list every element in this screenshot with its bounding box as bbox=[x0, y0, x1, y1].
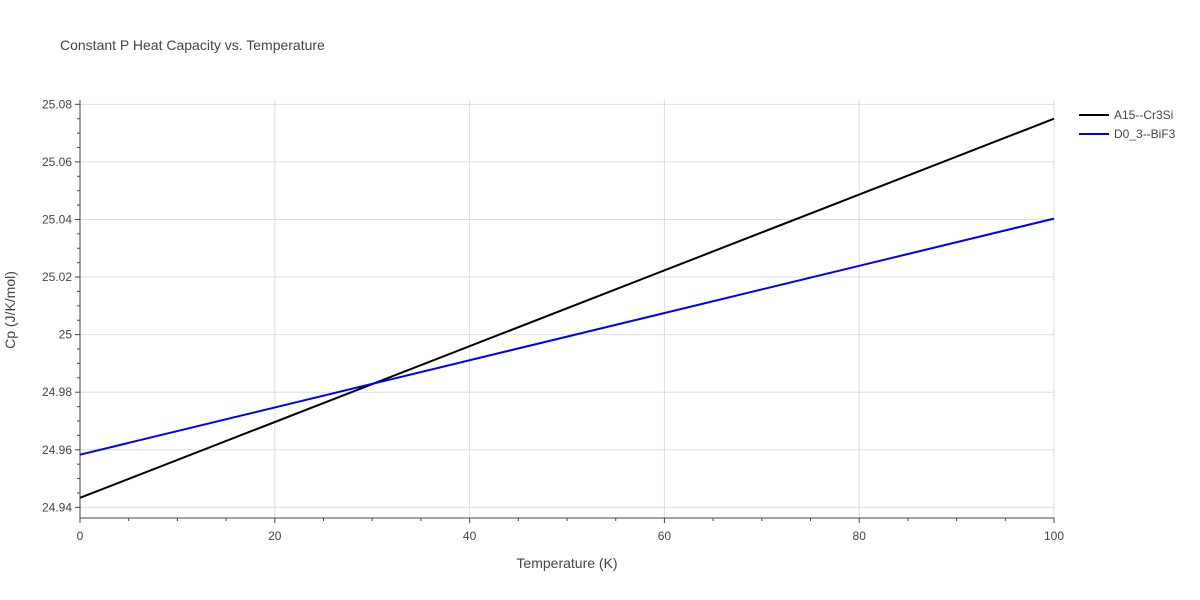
x-tick-label: 0 bbox=[77, 529, 84, 543]
series-lines bbox=[79, 117, 1055, 499]
y-tick-label: 24.94 bbox=[42, 500, 72, 514]
legend-label: D0_3--BiF3 bbox=[1114, 127, 1176, 141]
legend-item[interactable]: A15--Cr3Si bbox=[1079, 108, 1173, 122]
y-tick-label: 24.96 bbox=[42, 443, 72, 457]
y-tick-label: 25.06 bbox=[42, 155, 72, 169]
y-tick-label: 25.04 bbox=[42, 212, 72, 226]
series-line-1 bbox=[79, 117, 1055, 499]
x-tick-label: 80 bbox=[853, 529, 867, 543]
legend[interactable]: A15--Cr3Si D0_3--BiF3 bbox=[1079, 108, 1176, 141]
x-tick-label: 100 bbox=[1044, 529, 1064, 543]
y-tick-label: 24.98 bbox=[42, 385, 72, 399]
x-axis-label: Temperature (K) bbox=[516, 555, 617, 571]
y-axis-label: Cp (J/K/mol) bbox=[2, 271, 18, 349]
y-tick-label: 25.08 bbox=[42, 97, 72, 111]
y-tick-label: 25 bbox=[59, 328, 73, 342]
legend-item[interactable]: D0_3--BiF3 bbox=[1079, 127, 1176, 141]
chart-title: Constant P Heat Capacity vs. Temperature bbox=[60, 37, 325, 53]
y-tick-label: 25.02 bbox=[42, 270, 72, 284]
x-tick-label: 40 bbox=[463, 529, 477, 543]
axes bbox=[75, 100, 1055, 523]
x-tick-label: 60 bbox=[658, 529, 672, 543]
series-line-2 bbox=[79, 217, 1055, 456]
tick-labels: 0 20 40 60 80 100 24.94 24.96 24.98 25 25.02 25.04 2… bbox=[42, 97, 1064, 543]
grid-lines bbox=[80, 100, 1055, 518]
legend-label: A15--Cr3Si bbox=[1114, 108, 1173, 122]
x-tick-label: 20 bbox=[268, 529, 282, 543]
